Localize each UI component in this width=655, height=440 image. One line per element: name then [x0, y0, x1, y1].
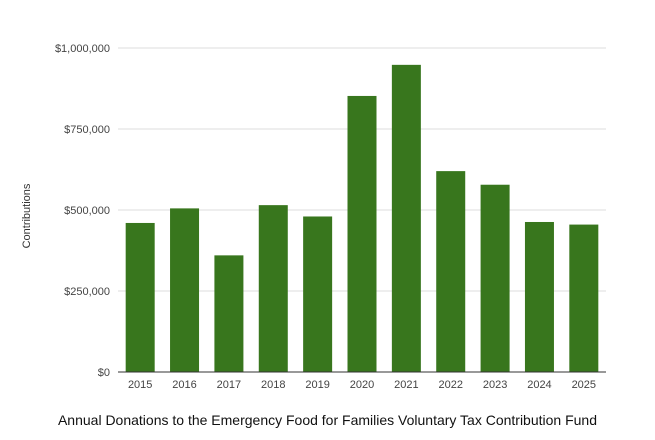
y-tick-label: $500,000	[64, 205, 110, 217]
bar-2023	[480, 184, 510, 372]
bar-2017	[214, 255, 244, 372]
bars	[125, 64, 599, 373]
bar-2016	[170, 208, 200, 372]
bar-2025	[569, 224, 599, 372]
x-tick-label: 2019	[305, 379, 329, 391]
y-tick-label: $250,000	[64, 286, 110, 298]
bar-2020	[347, 95, 377, 373]
x-tick-label: 2024	[527, 379, 551, 391]
bar-2022	[436, 171, 466, 372]
chart-title: Annual Donations to the Emergency Food f…	[57, 412, 598, 428]
y-tick-label: $750,000	[64, 124, 110, 136]
bar-2021	[391, 64, 421, 373]
bar-2019	[303, 216, 333, 372]
y-tick-label: $1,000,000	[55, 43, 110, 55]
x-tick-label: 2016	[172, 379, 196, 391]
y-tick-label: $0	[98, 367, 110, 379]
bar-2018	[258, 205, 288, 372]
x-tick-label: 2017	[217, 379, 241, 391]
x-tick-label: 2015	[128, 379, 152, 391]
y-axis-label: Contributions	[21, 183, 33, 248]
x-tick-label: 2022	[438, 379, 462, 391]
x-tick-label: 2018	[261, 379, 285, 391]
y-axis-tick-labels: $0 $250,000 $500,000 $750,000 $1,000,000	[55, 43, 110, 379]
bar-chart: $0 $250,000 $500,000 $750,000 $1,000,000 201…	[21, 43, 606, 391]
x-tick-label: 2023	[483, 379, 507, 391]
bar-2024	[524, 221, 554, 372]
x-tick-label: 2021	[394, 379, 418, 391]
x-axis-tick-labels: 2015 2016 2017 2018 2019 2020 2021 2022 2023 2024…	[128, 379, 596, 391]
x-tick-label: 2025	[572, 379, 596, 391]
x-tick-label: 2020	[350, 379, 374, 391]
bar-2015	[125, 222, 155, 372]
